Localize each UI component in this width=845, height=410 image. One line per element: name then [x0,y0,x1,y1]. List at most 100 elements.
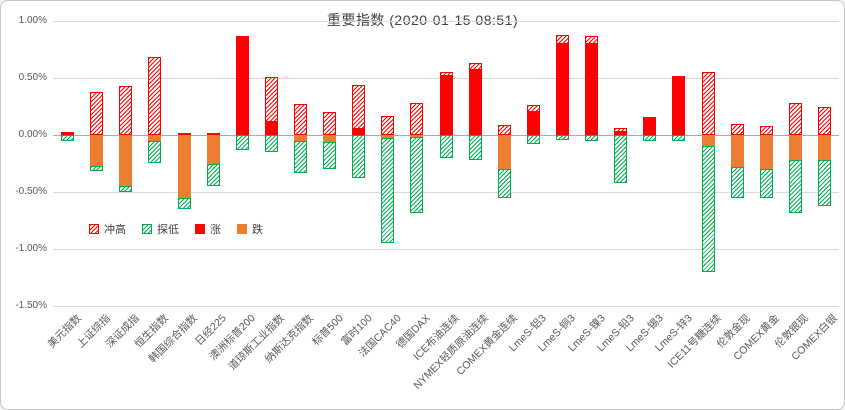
bar-rise [643,119,657,135]
bar-high [701,72,715,135]
bar-high [817,106,831,135]
bar-low [497,169,511,198]
bar-high [759,125,773,135]
bar-rise [672,78,686,135]
bar-low [526,135,540,145]
bar-low [439,135,453,158]
gridline [53,192,839,193]
legend-item: 探低 [142,221,179,237]
bar-rise [352,129,366,135]
bar-high [61,131,75,134]
bar-rise [439,75,453,135]
bar-low [730,166,744,198]
bar-low [206,163,220,187]
bar-fall [759,135,773,170]
chart-title: 重要指数 (2020-01-15 08:51) [326,12,519,28]
bar-low [701,146,715,272]
bar-high [672,75,686,78]
bar-low [643,135,657,141]
y-tick-label: 1.00% [18,15,47,26]
bar-high [788,103,802,135]
bar-high [177,132,191,135]
bar-high [410,103,424,135]
y-tick-label: 0.00% [18,129,47,140]
legend-item: 跌 [237,221,263,237]
bar-rise [61,132,75,135]
bar-high [90,91,104,135]
y-tick-label: 0.50% [18,72,47,83]
bar-low [381,138,395,244]
bar-high [585,35,599,44]
bar-low [119,186,133,192]
bar-fall [293,135,307,141]
gridline [53,21,839,22]
bar-fall [410,135,424,138]
y-tick-label: -0.50% [15,186,47,197]
bar-fall [177,135,191,198]
bar-low [614,135,628,183]
bar-high [206,132,220,135]
bar-low [148,140,162,164]
bar-fall [497,135,511,170]
bar-high [497,124,511,135]
bar-high [235,35,249,39]
bar-low [293,140,307,173]
bar-fall [206,135,220,164]
bar-rise [555,43,569,135]
bar-low [759,169,773,198]
bar-low [352,135,366,179]
legend-swatch-hatch-red [89,224,99,234]
bar-low [177,197,191,210]
y-tick-label: -1.50% [15,300,47,311]
bar-fall [323,135,337,142]
legend-swatch-hatch-green [142,224,152,234]
bar-rise [235,38,249,135]
bar-low [90,165,104,172]
legend-label: 探低 [157,224,179,236]
gridline [53,249,839,250]
bar-high [730,123,744,135]
bar-high [264,76,278,123]
bar-high [468,63,482,70]
legend-swatch-solid-red [195,224,205,234]
bar-low [672,135,686,141]
legend-item: 涨 [195,221,221,237]
gridline [53,306,839,307]
bar-fall [90,135,104,166]
bar-high [323,112,337,135]
legend-swatch-solid-orange [237,224,247,234]
bar-high [555,34,569,44]
bar-rise [468,70,482,135]
bar-low [468,135,482,161]
bar-rise [614,131,628,135]
bar-low [585,135,599,141]
bar-rise [264,122,278,135]
bar-fall [381,135,395,139]
bar-high [614,128,628,132]
bar-high [526,105,540,113]
bar-fall [788,135,802,161]
bar-high [293,104,307,135]
bar-low [555,135,569,140]
bar-rise [526,112,540,135]
bar-low [788,160,802,213]
legend-label: 涨 [210,224,221,236]
legend-label: 跌 [252,224,263,236]
legend: 冲高 探低 涨 跌 [89,221,263,237]
bar-low [410,137,424,213]
bar-low [235,135,249,150]
bar-fall [148,135,162,141]
bar-fall [119,135,133,187]
legend-label: 冲高 [104,224,126,236]
bar-fall [817,135,831,161]
bar-rise [585,43,599,135]
bar-fall [701,135,715,147]
legend-item: 冲高 [89,221,126,237]
bar-high [439,72,453,76]
bar-low [323,141,337,170]
y-tick-label: -1.00% [15,243,47,254]
bar-high [643,116,657,120]
bar-low [817,160,831,206]
bar-high [381,115,395,135]
